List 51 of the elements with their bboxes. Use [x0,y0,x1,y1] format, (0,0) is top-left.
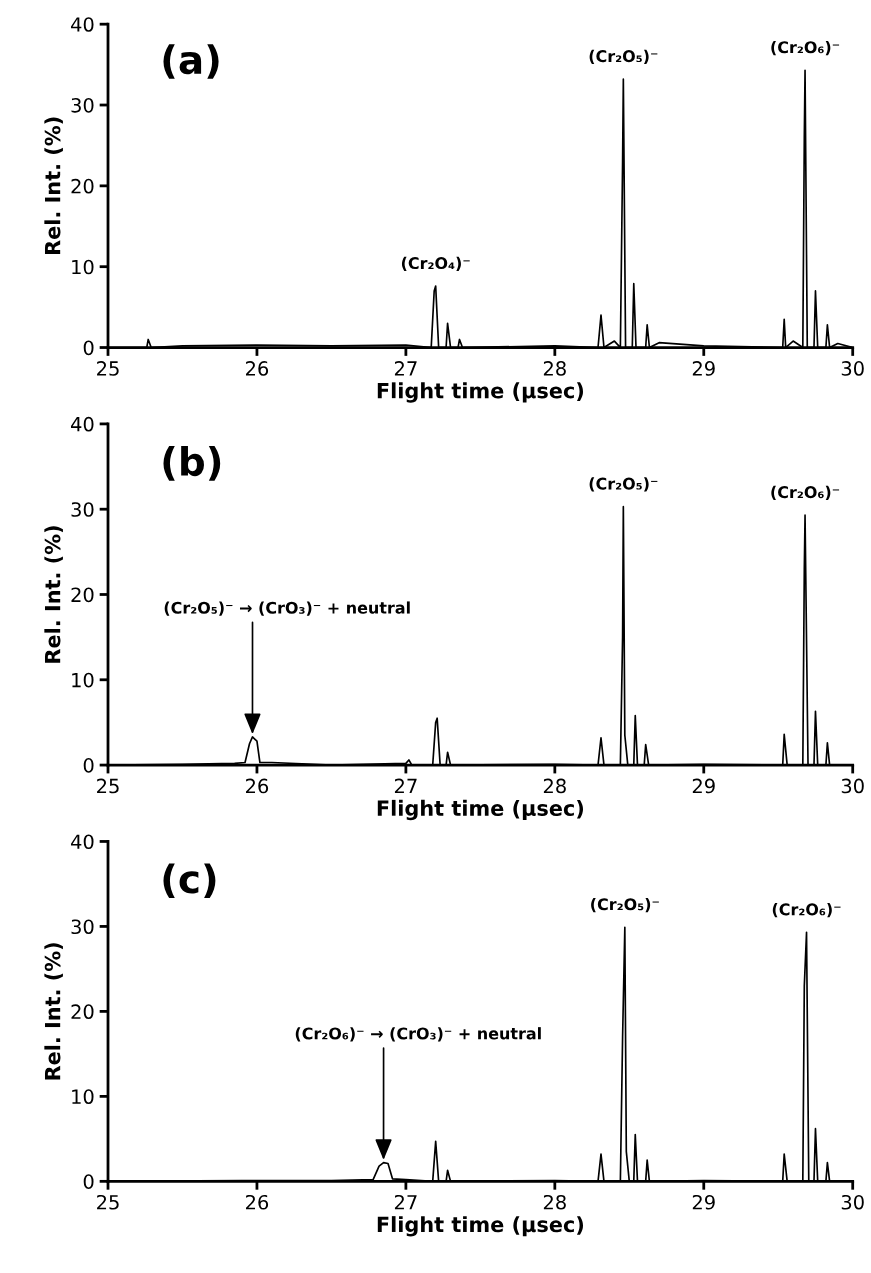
text: (b) [163,446,221,481]
annotation: (Cr₂O₆)⁻ [771,485,840,501]
y-tick-label: 40 [71,17,94,32]
annotation: (Cr₂O₆)⁻ → (CrO₃)⁻ + neutral [295,1027,541,1042]
y-tick-label: 10 [72,672,94,688]
y-tick-label: 40 [71,834,94,850]
x-tick-label: 25 [97,778,119,794]
x-tick-label: 26 [246,1194,269,1210]
y-tick-label: 20 [71,1004,94,1020]
text: (c) [163,863,216,899]
x-tick-label: 29 [692,361,715,376]
y-tick-label: 0 [83,340,94,356]
x-axis-title: Flight time (μsec) [377,799,584,821]
x-tick-label: 28 [543,1194,566,1210]
y-tick-label: 30 [71,97,94,113]
y-axis-title: Rel. Int. (%) [44,117,63,254]
x-tick-label: 29 [692,1194,715,1210]
y-tick-label: 0 [83,758,94,773]
x-tick-label: 26 [246,778,269,794]
annotation: (Cr₂O₅)⁻ [591,897,659,913]
annotation: (Cr₂O₄)⁻ [401,256,470,271]
x-tick-label: 27 [394,778,417,794]
annotation: (Cr₂O₆)⁻ [771,40,840,56]
y-tick-label: 20 [71,587,94,603]
y-tick-label: 30 [71,502,94,517]
x-axis-title: Flight time (μsec) [377,1216,584,1237]
x-tick-label: 25 [97,361,119,376]
x-tick-label: 30 [841,361,864,376]
x-tick-label: 29 [692,778,715,794]
annotation: (Cr₂O₅)⁻ [589,477,658,492]
x-tick-label: 27 [394,361,417,376]
x-tick-label: 30 [841,1194,864,1210]
y-tick-label: 20 [71,178,94,194]
annotation: (Cr₂O₆)⁻ [772,903,841,918]
y-tick-label: 30 [71,919,94,935]
x-axis-title: Flight time (μsec) [377,382,584,403]
y-axis-title: Rel. Int. (%) [44,526,63,663]
y-tick-label: 10 [72,259,94,275]
annotation: (Cr₂O₅)⁻ → (CrO₃)⁻ + neutral [164,601,410,616]
x-tick-label: 26 [246,361,269,376]
y-tick-label: 40 [71,416,94,432]
y-axis-title: Rel. Int. (%) [44,943,63,1080]
x-tick-label: 25 [97,1194,119,1210]
x-tick-label: 30 [841,778,864,794]
x-tick-label: 27 [394,1194,417,1210]
x-tick-label: 28 [543,778,566,794]
chart-title: (a) [163,44,219,79]
y-tick-label: 0 [83,1174,94,1190]
annotation: (Cr₂O₅)⁻ [589,49,658,65]
y-tick-label: 10 [72,1089,94,1105]
x-tick-label: 28 [543,361,566,376]
